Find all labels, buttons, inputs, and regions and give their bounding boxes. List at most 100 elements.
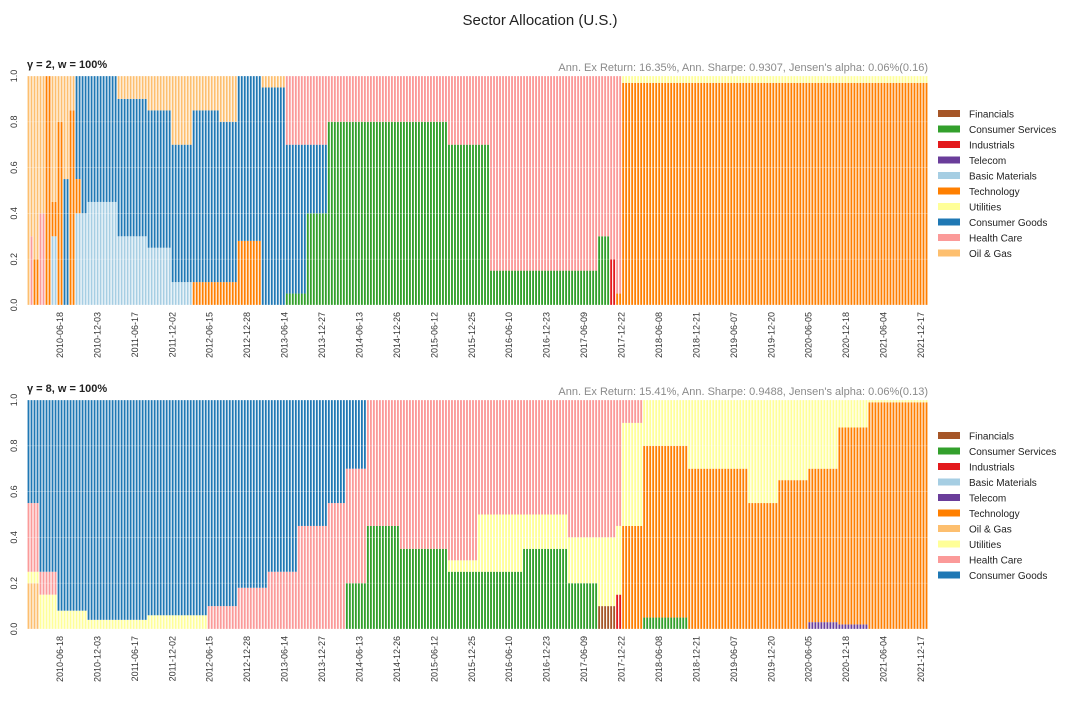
bar-segment-utilities [463, 560, 465, 572]
bar-segment-basic-materials [147, 247, 150, 305]
plot-area [27, 400, 928, 629]
bar-segment-utilities [496, 514, 498, 572]
bar-segment-technology [724, 468, 727, 629]
bar-segment-technology [808, 468, 811, 623]
bar-segment-telecom [820, 622, 823, 629]
bar-segment-consumer-goods [321, 144, 324, 214]
bar-segment-consumer-goods [363, 400, 366, 469]
bar-segment-telecom [859, 624, 862, 629]
bar-segment-consumer-goods [327, 400, 330, 504]
bar-segment-health-care [412, 400, 414, 549]
bar-segment-technology [868, 402, 871, 629]
bar-segment-utilities [622, 76, 625, 83]
bar-segment-consumer-services [384, 121, 387, 305]
bar-segment-utilities [595, 537, 598, 584]
x-tick-label: 2012-12-28 [242, 312, 252, 358]
bar-segment-utilities [709, 76, 712, 83]
x-tick-label: 2010-06-18 [55, 312, 65, 358]
bar-segment-technology [661, 445, 664, 618]
bar-segment-technology [682, 82, 685, 305]
bar-segment-consumer-services [505, 270, 507, 305]
bar-segment-utilities [865, 400, 868, 428]
x-tick-label: 2013-06-14 [280, 312, 290, 358]
bar-segment-health-care [342, 503, 345, 629]
bar-segment-consumer-goods [273, 87, 276, 305]
bar-segment-utilities [649, 400, 652, 446]
bar-segment-consumer-goods [285, 400, 288, 572]
bar-segment-consumer-goods [168, 110, 171, 248]
bar-segment-health-care [535, 400, 537, 515]
bar-segment-technology [207, 282, 210, 305]
bar-segment-technology [880, 402, 883, 629]
bar-segment-consumer-goods [255, 400, 258, 588]
bar-segment-utilities [856, 76, 859, 83]
bar-segment-technology [919, 402, 922, 629]
bar-segment-utilities [739, 76, 742, 83]
bar-segment-consumer-goods [213, 400, 216, 607]
bar-segment-health-care [387, 76, 390, 122]
bar-segment-consumer-goods [246, 400, 249, 588]
bar-segment-utilities [550, 514, 553, 549]
bar-segment-technology [913, 82, 916, 305]
bar-segment-utilities [520, 514, 522, 572]
bar-segment-utilities [667, 76, 670, 83]
bar-segment-utilities [502, 514, 504, 572]
bar-segment-utilities [841, 76, 844, 83]
bar-segment-consumer-goods [360, 400, 363, 469]
legend-label-utilities: Utilities [969, 540, 1001, 551]
legend-swatch-oil-and-gas [938, 525, 960, 532]
bar-segment-basic-materials [102, 201, 105, 305]
bar-segment-health-care [436, 76, 438, 122]
bar-segment-consumer-goods [102, 76, 105, 202]
bar-segment-technology [51, 201, 54, 237]
bar-segment-consumer-services [442, 121, 444, 305]
bar-segment-consumer-services [568, 270, 571, 305]
bar-segment-consumer-services [661, 617, 664, 629]
bar-segment-utilities [922, 76, 925, 83]
bar-segment-consumer-services [541, 548, 543, 629]
bar-segment-utilities [607, 537, 610, 607]
bar-segment-oil-and-gas [51, 76, 54, 202]
bar-segment-utilities [39, 594, 42, 629]
bar-segment-consumer-goods [132, 98, 135, 237]
bar-segment-consumer-goods [123, 400, 126, 620]
bar-segment-technology [237, 240, 240, 305]
bar-segment-utilities [123, 619, 126, 629]
bar-segment-consumer-services [445, 548, 447, 629]
bar-segment-technology [793, 82, 796, 305]
bar-segment-consumer-services [381, 525, 384, 629]
bar-segment-consumer-goods [138, 400, 141, 620]
bar-segment-utilities [769, 76, 772, 83]
bar-segment-consumer-services [472, 571, 474, 629]
bar-segment-oil-and-gas [159, 76, 162, 111]
bar-segment-health-care [270, 571, 273, 629]
bar-segment-consumer-goods [72, 400, 75, 611]
bar-segment-health-care [387, 400, 390, 526]
bar-segment-basic-materials [189, 282, 192, 305]
bar-segment-consumer-goods [315, 400, 318, 526]
bar-segment-health-care [559, 400, 562, 515]
legend-label-industrials: Industrials [969, 463, 1015, 474]
bar-segment-technology [847, 427, 850, 625]
bar-segment-health-care [616, 400, 619, 526]
bar-segment-consumer-goods [339, 400, 342, 504]
bar-segment-health-care [345, 76, 348, 122]
bar-segment-technology [45, 76, 48, 305]
bar-segment-utilities [159, 615, 162, 629]
legend-swatch-technology [938, 509, 960, 517]
bar-segment-technology [811, 468, 814, 623]
bar-segment-consumer-goods [195, 110, 198, 283]
bar-segment-technology [799, 82, 802, 305]
bar-segment-health-care [312, 525, 315, 629]
bar-segment-utilities [868, 76, 871, 83]
bar-segment-consumer-services [396, 525, 399, 629]
x-tick-label: 2012-06-15 [205, 636, 215, 682]
bar-segment-utilities [745, 76, 748, 83]
bar-segment-health-care [523, 76, 525, 271]
bar-segment-basic-materials [162, 247, 165, 305]
bar-segment-health-care [330, 76, 333, 122]
bar-segment-utilities [832, 76, 835, 83]
bar-segment-industrials [619, 594, 622, 629]
bar-segment-consumer-services [544, 270, 546, 305]
bar-segment-utilities [192, 615, 195, 629]
